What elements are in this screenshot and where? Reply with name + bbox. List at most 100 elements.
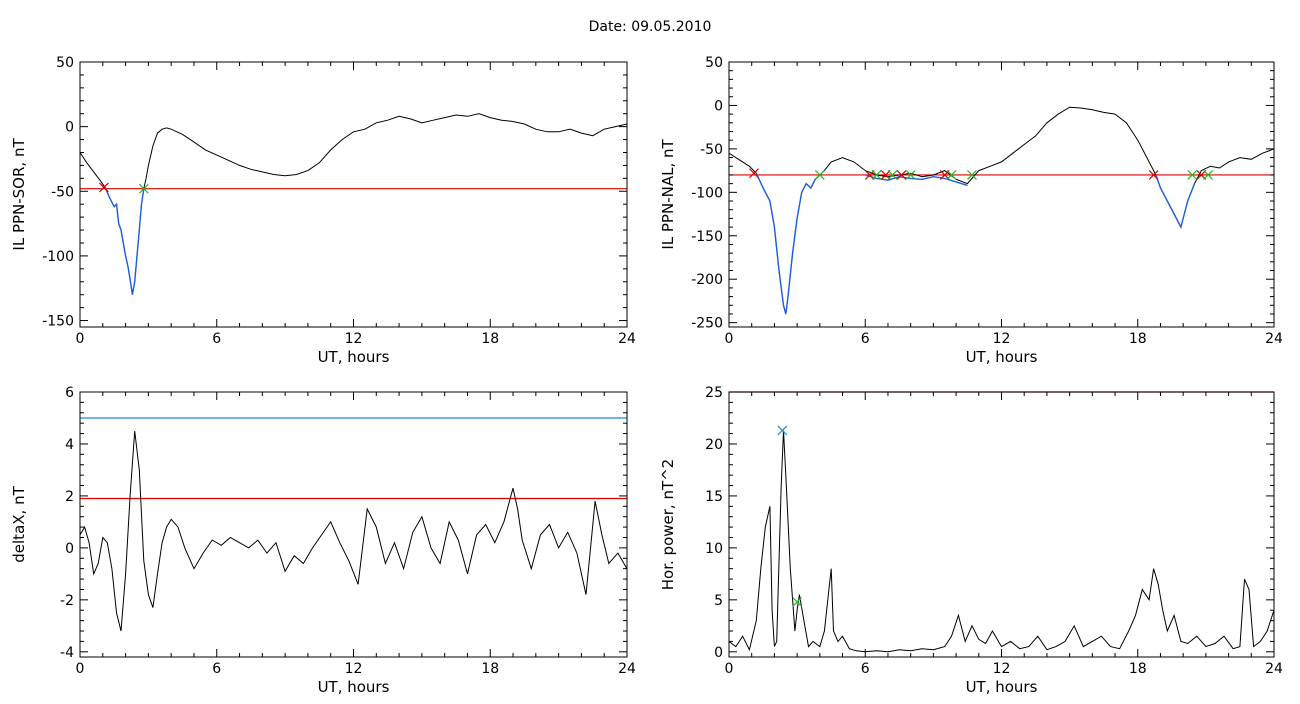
marker-12 bbox=[1148, 170, 1159, 180]
y-tick-label: 0 bbox=[714, 645, 723, 661]
marker-stroke bbox=[887, 170, 898, 180]
x-tick-label: 18 bbox=[1129, 661, 1147, 677]
series-line-1 bbox=[80, 430, 627, 632]
marker-stroke bbox=[777, 425, 788, 436]
marker-10 bbox=[946, 170, 957, 180]
y-tick-label: 0 bbox=[65, 120, 74, 136]
marker-stroke bbox=[1148, 170, 1159, 180]
y-tick-label: -150 bbox=[42, 314, 74, 330]
x-axis-label: UT, hours bbox=[966, 678, 1038, 696]
marker-8 bbox=[905, 170, 916, 180]
marker-2 bbox=[814, 170, 825, 180]
x-tick-label: 6 bbox=[861, 331, 870, 347]
series-line-1 bbox=[729, 106, 1274, 315]
y-tick-label: 4 bbox=[65, 437, 74, 453]
series-line-3 bbox=[865, 174, 968, 187]
x-tick-label: 24 bbox=[618, 331, 636, 347]
y-tick-label: 0 bbox=[65, 541, 74, 557]
marker-7 bbox=[896, 170, 907, 180]
marker-11 bbox=[967, 170, 977, 180]
marker-stroke bbox=[792, 596, 803, 607]
marker-13 bbox=[1187, 170, 1198, 180]
series-line-2 bbox=[104, 187, 145, 295]
y-tick-label: -4 bbox=[60, 645, 74, 661]
marker-stroke bbox=[1203, 170, 1214, 180]
marker-stroke bbox=[99, 182, 109, 193]
marker-stroke bbox=[871, 170, 882, 180]
series-line-2 bbox=[755, 172, 821, 315]
y-tick-label: 6 bbox=[65, 385, 74, 401]
marker-stroke bbox=[1187, 170, 1198, 180]
plot-frame bbox=[79, 61, 628, 328]
chart-panel-2: 0 6 12 18 24 -250 -200 -150 -100 -50 0 50 UT, hours I… bbox=[659, 55, 1283, 366]
series-line-4 bbox=[1155, 174, 1196, 230]
x-tick-label: 12 bbox=[345, 661, 363, 677]
marker-2 bbox=[138, 183, 149, 194]
marker-stroke bbox=[138, 183, 149, 194]
x-tick-label: 24 bbox=[618, 661, 636, 677]
y-tick-label: -50 bbox=[51, 184, 74, 200]
y-axis-label: IL PPN-SOR, nT bbox=[10, 138, 28, 251]
y-tick-label: 0 bbox=[714, 98, 723, 114]
x-axis-label: UT, hours bbox=[318, 678, 390, 696]
marker-15 bbox=[1203, 170, 1214, 180]
y-tick-label: 10 bbox=[705, 541, 723, 557]
x-tick-label: 0 bbox=[725, 661, 734, 677]
x-tick-label: 0 bbox=[725, 331, 734, 347]
x-axis-label: UT, hours bbox=[966, 348, 1038, 366]
x-tick-label: 12 bbox=[993, 331, 1011, 347]
marker-1 bbox=[99, 182, 109, 193]
marker-stroke bbox=[896, 170, 907, 180]
chart-panel-4: 0 6 12 18 24 0 5 10 15 20 25 UT, hours Hor. power, n… bbox=[659, 385, 1283, 696]
marker-4 bbox=[871, 170, 882, 180]
y-tick-label: 50 bbox=[705, 55, 723, 71]
chart-panel-1: 0 6 12 18 24 -150 -100 -50 0 50 UT, hours IL PPN-SO… bbox=[10, 55, 636, 366]
y-axis-label: IL PPN-NAL, nT bbox=[659, 139, 677, 250]
x-tick-label: 12 bbox=[345, 331, 363, 347]
y-tick-label: 2 bbox=[65, 489, 74, 505]
y-axis-label: Hor. power, nT^2 bbox=[659, 459, 677, 590]
series-line-1 bbox=[729, 430, 1274, 653]
x-tick-label: 18 bbox=[481, 331, 499, 347]
figure-title: Date: 09.05.2010 bbox=[588, 19, 712, 35]
marker-stroke bbox=[749, 168, 759, 179]
marker-1 bbox=[777, 425, 788, 436]
y-tick-label: -100 bbox=[691, 185, 723, 201]
x-tick-label: 0 bbox=[76, 331, 85, 347]
y-tick-label: 50 bbox=[56, 55, 74, 71]
y-tick-label: 25 bbox=[705, 385, 723, 401]
marker-2 bbox=[792, 596, 803, 607]
marker-6 bbox=[887, 170, 898, 180]
x-tick-label: 6 bbox=[212, 331, 221, 347]
marker-stroke bbox=[946, 170, 957, 180]
y-tick-label: -200 bbox=[691, 272, 723, 288]
plot-frame bbox=[728, 391, 1275, 658]
y-tick-label: -250 bbox=[691, 316, 723, 332]
x-tick-label: 24 bbox=[1265, 331, 1283, 347]
x-tick-label: 12 bbox=[993, 661, 1011, 677]
series-line-1 bbox=[80, 113, 627, 295]
y-tick-label: -2 bbox=[60, 593, 74, 609]
plot-frame bbox=[728, 61, 1275, 328]
x-tick-label: 24 bbox=[1265, 661, 1283, 677]
marker-1 bbox=[749, 168, 759, 179]
y-axis-label: deltaX, nT bbox=[10, 485, 28, 562]
marker-stroke bbox=[814, 170, 825, 180]
y-tick-label: 20 bbox=[705, 437, 723, 453]
x-tick-label: 18 bbox=[1129, 331, 1147, 347]
x-tick-label: 0 bbox=[76, 661, 85, 677]
marker-stroke bbox=[905, 170, 916, 180]
marker-stroke bbox=[967, 170, 977, 180]
plot-frame bbox=[79, 391, 628, 658]
y-tick-label: -50 bbox=[700, 142, 723, 158]
x-tick-label: 6 bbox=[861, 661, 870, 677]
y-tick-label: -100 bbox=[42, 249, 74, 265]
x-axis-label: UT, hours bbox=[318, 348, 390, 366]
y-tick-label: 15 bbox=[705, 489, 723, 505]
x-tick-label: 6 bbox=[212, 661, 221, 677]
y-tick-label: 5 bbox=[714, 593, 723, 609]
y-tick-label: -150 bbox=[691, 229, 723, 245]
